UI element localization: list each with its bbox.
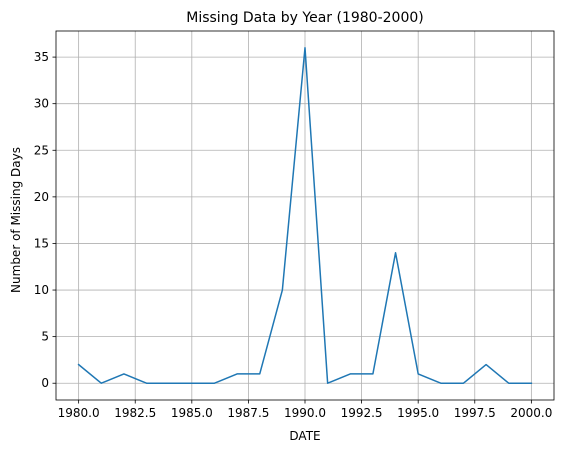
y-tick-label: 30 [34,97,49,111]
x-axis-label: DATE [289,429,320,443]
x-tick-label: 1997.5 [454,406,496,420]
y-tick-label: 15 [34,236,49,250]
x-tick-label: 2000.0 [510,406,552,420]
x-tick-label: 1992.5 [341,406,383,420]
x-tick-label: 1990.0 [284,406,326,420]
x-tick-label: 1985.0 [171,406,213,420]
y-tick-label: 35 [34,50,49,64]
x-tick-label: 1987.5 [227,406,269,420]
chart-title: Missing Data by Year (1980-2000) [186,10,423,26]
y-axis-label: Number of Missing Days [9,147,23,293]
y-tick-label: 0 [41,376,49,390]
x-tick-label: 1982.5 [114,406,156,420]
y-tick-label: 5 [41,330,49,344]
y-tick-label: 25 [34,143,49,157]
x-tick-label: 1980.0 [58,406,100,420]
x-tick-label: 1995.0 [397,406,439,420]
y-tick-label: 10 [34,283,49,297]
y-tick-label: 20 [34,190,49,204]
